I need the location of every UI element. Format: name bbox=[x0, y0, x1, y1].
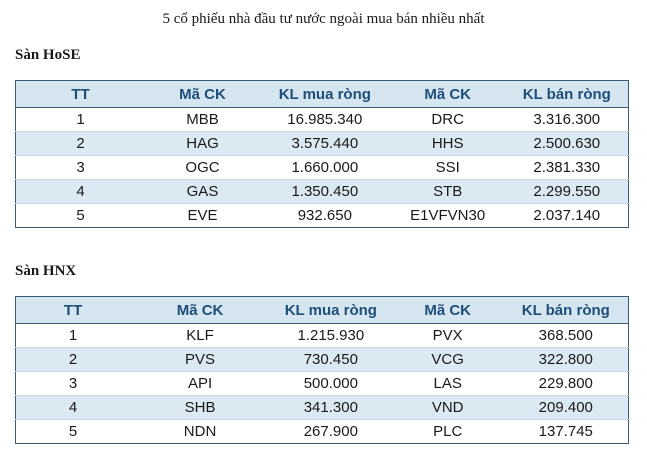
cell-net-sell: 368.500 bbox=[503, 323, 629, 348]
table-row: 1 KLF 1.215.930 PVX 368.500 bbox=[15, 323, 629, 348]
cell-net-sell: 229.800 bbox=[503, 371, 629, 396]
cell-net-buy: 730.450 bbox=[269, 347, 392, 372]
table-row: 3 OGC 1.660.000 SSI 2.381.330 bbox=[15, 155, 629, 180]
cell-net-sell: 2.037.140 bbox=[505, 203, 629, 228]
cell-net-buy: 500.000 bbox=[269, 371, 392, 396]
cell-sell-code: E1VFVN30 bbox=[389, 203, 506, 228]
cell-net-sell: 137.745 bbox=[503, 419, 629, 444]
table-header-row: TT Mã CK KL mua ròng Mã CK KL bán ròng bbox=[15, 80, 629, 108]
cell-tt: 1 bbox=[15, 107, 146, 132]
cell-tt: 2 bbox=[15, 131, 146, 156]
column-header-sell-code: Mã CK bbox=[389, 80, 506, 108]
cell-net-buy: 267.900 bbox=[269, 419, 392, 444]
hnx-section-label: Sàn HNX bbox=[15, 263, 77, 279]
cell-tt: 4 bbox=[15, 179, 146, 204]
column-header-net-buy: KL mua ròng bbox=[269, 296, 392, 324]
cell-sell-code: DRC bbox=[389, 107, 506, 132]
cell-buy-code: NDN bbox=[130, 419, 270, 444]
cell-buy-code: SHB bbox=[130, 395, 270, 420]
cell-net-sell: 322.800 bbox=[503, 347, 629, 372]
cell-net-sell: 2.299.550 bbox=[505, 179, 629, 204]
cell-tt: 3 bbox=[15, 371, 131, 396]
cell-buy-code: API bbox=[130, 371, 270, 396]
table-row: 5 EVE 932.650 E1VFVN30 2.037.140 bbox=[15, 203, 629, 228]
cell-sell-code: VND bbox=[391, 395, 504, 420]
column-header-buy-code: Mã CK bbox=[145, 80, 260, 108]
column-header-net-sell: KL bán ròng bbox=[503, 296, 629, 324]
cell-buy-code: OGC bbox=[145, 155, 260, 180]
cell-net-buy: 16.985.340 bbox=[259, 107, 390, 132]
cell-tt: 3 bbox=[15, 155, 146, 180]
cell-sell-code: LAS bbox=[391, 371, 504, 396]
cell-tt: 1 bbox=[15, 323, 131, 348]
page-title: 5 cổ phiếu nhà đầu tư nước ngoài mua bán… bbox=[162, 11, 485, 27]
column-header-net-sell: KL bán ròng bbox=[505, 80, 629, 108]
table-row: 4 SHB 341.300 VND 209.400 bbox=[15, 395, 629, 420]
table-row: 5 NDN 267.900 PLC 137.745 bbox=[15, 419, 629, 444]
cell-net-buy: 1.215.930 bbox=[269, 323, 392, 348]
column-header-tt: TT bbox=[15, 80, 146, 108]
cell-net-sell: 2.500.630 bbox=[505, 131, 629, 156]
cell-tt: 5 bbox=[15, 419, 131, 444]
table-row: 2 PVS 730.450 VCG 322.800 bbox=[15, 347, 629, 372]
hnx-table: TT Mã CK KL mua ròng Mã CK KL bán ròng 1… bbox=[15, 296, 629, 444]
cell-net-buy: 932.650 bbox=[259, 203, 390, 228]
cell-tt: 2 bbox=[15, 347, 131, 372]
cell-sell-code: PVX bbox=[391, 323, 504, 348]
column-header-net-buy: KL mua ròng bbox=[259, 80, 390, 108]
cell-net-buy: 3.575.440 bbox=[259, 131, 390, 156]
cell-buy-code: HAG bbox=[145, 131, 260, 156]
cell-net-sell: 209.400 bbox=[503, 395, 629, 420]
cell-buy-code: MBB bbox=[145, 107, 260, 132]
cell-net-buy: 341.300 bbox=[269, 395, 392, 420]
cell-buy-code: KLF bbox=[130, 323, 270, 348]
cell-buy-code: EVE bbox=[145, 203, 260, 228]
hose-section-label: Sàn HoSE bbox=[15, 47, 81, 63]
cell-sell-code: HHS bbox=[389, 131, 506, 156]
column-header-sell-code: Mã CK bbox=[391, 296, 504, 324]
table-row: 1 MBB 16.985.340 DRC 3.316.300 bbox=[15, 107, 629, 132]
hose-table: TT Mã CK KL mua ròng Mã CK KL bán ròng 1… bbox=[15, 80, 629, 228]
cell-sell-code: PLC bbox=[391, 419, 504, 444]
table-row: 2 HAG 3.575.440 HHS 2.500.630 bbox=[15, 131, 629, 156]
cell-net-buy: 1.660.000 bbox=[259, 155, 390, 180]
column-header-tt: TT bbox=[15, 296, 131, 324]
cell-net-sell: 2.381.330 bbox=[505, 155, 629, 180]
cell-sell-code: STB bbox=[389, 179, 506, 204]
table-header-row: TT Mã CK KL mua ròng Mã CK KL bán ròng bbox=[15, 296, 629, 324]
cell-buy-code: GAS bbox=[145, 179, 260, 204]
cell-sell-code: SSI bbox=[389, 155, 506, 180]
column-header-buy-code: Mã CK bbox=[130, 296, 270, 324]
cell-tt: 4 bbox=[15, 395, 131, 420]
table-row: 3 API 500.000 LAS 229.800 bbox=[15, 371, 629, 396]
cell-tt: 5 bbox=[15, 203, 146, 228]
table-row: 4 GAS 1.350.450 STB 2.299.550 bbox=[15, 179, 629, 204]
cell-buy-code: PVS bbox=[130, 347, 270, 372]
cell-net-buy: 1.350.450 bbox=[259, 179, 390, 204]
cell-sell-code: VCG bbox=[391, 347, 504, 372]
cell-net-sell: 3.316.300 bbox=[505, 107, 629, 132]
